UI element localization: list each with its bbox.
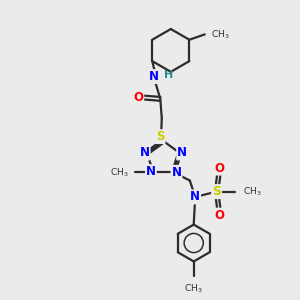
Text: S: S xyxy=(212,185,221,198)
Text: CH$_3$: CH$_3$ xyxy=(110,166,129,178)
Text: N: N xyxy=(172,166,182,179)
Text: N: N xyxy=(149,70,159,83)
Text: CH$_3$: CH$_3$ xyxy=(243,185,262,198)
Text: S: S xyxy=(156,130,164,143)
Text: N: N xyxy=(146,165,156,178)
Text: H: H xyxy=(164,70,173,80)
Text: O: O xyxy=(214,208,224,222)
Text: O: O xyxy=(133,91,143,104)
Text: O: O xyxy=(214,162,224,175)
Text: N: N xyxy=(177,146,187,160)
Text: CH$_3$: CH$_3$ xyxy=(184,282,203,295)
Text: CH$_3$: CH$_3$ xyxy=(211,28,230,40)
Text: N: N xyxy=(140,146,150,160)
Text: N: N xyxy=(190,190,200,203)
